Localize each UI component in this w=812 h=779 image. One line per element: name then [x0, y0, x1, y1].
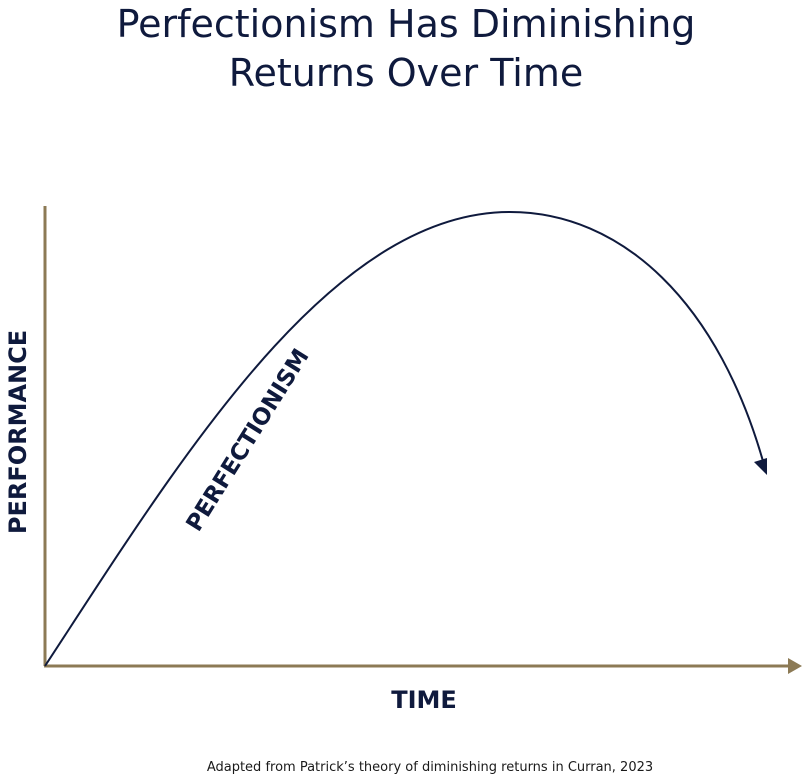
title-line-1: Perfectionism Has Diminishing [116, 2, 696, 46]
x-axis-arrowhead [788, 658, 802, 674]
performance-curve [44, 210, 767, 667]
title-line-2: Returns Over Time [228, 51, 584, 95]
x-axis-label: TIME [391, 686, 457, 714]
y-axis-label: PERFORMANCE [4, 330, 32, 534]
curve-arrowhead [754, 458, 767, 475]
source-caption: Adapted from Patrick’s theory of diminis… [206, 760, 654, 775]
curve-label: PERFECTIONISM [181, 345, 314, 537]
chart-title: Perfectionism Has Diminishing Returns Ov… [0, 0, 812, 98]
